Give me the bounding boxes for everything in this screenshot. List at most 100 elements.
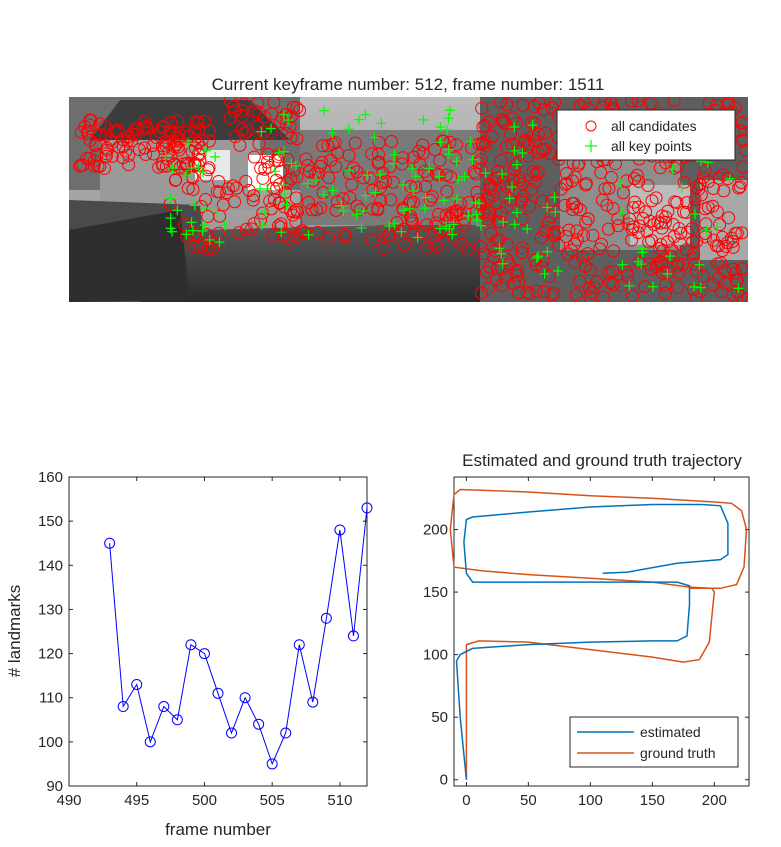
candidate-marker [673, 237, 687, 251]
keypoint-marker [517, 147, 528, 158]
keypoint-marker [186, 217, 197, 228]
candidate-marker [627, 172, 641, 186]
candidate-marker [210, 185, 224, 199]
candidate-marker [671, 257, 685, 271]
keypoint-marker [676, 182, 687, 193]
candidate-marker [365, 147, 379, 161]
candidate-marker [302, 165, 316, 179]
keypoint-marker [160, 150, 171, 161]
candidate-marker [715, 243, 729, 257]
candidate-marker [577, 229, 591, 243]
keypoint-marker [542, 246, 553, 257]
candidate-marker [680, 196, 694, 210]
keypoint-marker [199, 220, 210, 231]
keypoint-marker [181, 170, 192, 181]
candidate-marker [636, 211, 650, 225]
candidate-marker [365, 233, 379, 247]
candidate-marker [515, 241, 529, 255]
keypoint-marker [633, 256, 644, 267]
keypoint-marker [212, 206, 223, 217]
candidate-marker [730, 226, 744, 240]
candidate-marker [290, 170, 304, 184]
candidate-marker [529, 175, 543, 189]
candidate-marker [353, 203, 367, 217]
candidate-marker [152, 160, 166, 174]
y-tick-label: 100 [423, 647, 448, 664]
candidate-marker [180, 156, 194, 170]
candidate-marker [490, 233, 504, 247]
candidate-marker [639, 205, 653, 219]
keypoint-marker [200, 203, 211, 214]
candidate-marker [125, 134, 139, 148]
candidate-marker [342, 149, 356, 163]
landmarks-point [144, 736, 156, 748]
candidate-marker [453, 207, 467, 221]
candidate-marker [376, 225, 390, 239]
candidate-marker [491, 165, 505, 179]
candidate-marker [430, 167, 444, 181]
candidate-marker [630, 168, 644, 182]
landmarks-point [158, 701, 170, 713]
candidate-marker [404, 212, 418, 226]
candidate-marker [258, 110, 272, 124]
candidate-marker [482, 206, 496, 220]
candidate-marker [685, 221, 699, 235]
keypoint-marker [183, 138, 194, 149]
candidate-marker [717, 184, 731, 198]
candidate-marker [261, 147, 275, 161]
candidate-marker [564, 243, 578, 257]
keypoint-marker [509, 145, 520, 156]
y-tick-label: 120 [38, 646, 63, 663]
keypoint-marker [388, 158, 399, 169]
keypoint-markers [160, 105, 744, 294]
candidate-marker [569, 288, 583, 302]
image-legend: all candidates all key points [556, 109, 736, 161]
landmarks-point [239, 692, 251, 704]
keypoint-marker [389, 218, 400, 229]
candidate-marker [491, 261, 505, 275]
candidate-marker [138, 141, 152, 155]
candidate-marker [205, 241, 219, 255]
candidate-marker [412, 144, 426, 158]
keypoint-marker [695, 282, 706, 293]
candidate-marker [628, 195, 642, 209]
keypoint-marker [283, 115, 294, 126]
keypoint-marker [276, 227, 287, 238]
keypoint-marker [197, 166, 208, 177]
candidate-marker [501, 238, 515, 252]
keypoint-marker [257, 220, 268, 231]
candidate-marker [523, 287, 537, 301]
candidate-marker [428, 143, 442, 157]
candidate-marker [545, 194, 559, 208]
landmarks-point [280, 727, 292, 739]
keypoint-marker [404, 203, 415, 214]
candidate-marker [439, 208, 453, 222]
keypoint-marker [410, 171, 421, 182]
candidate-marker [263, 194, 277, 208]
candidate-marker [606, 202, 620, 216]
candidate-marker [161, 152, 175, 166]
candidate-marker [153, 125, 167, 139]
keypoint-marker [189, 200, 200, 211]
x-tick-label: 510 [327, 792, 352, 809]
candidate-marker [239, 174, 253, 188]
candidate-marker [687, 247, 701, 261]
keypoint-marker [266, 123, 277, 134]
candidate-marker [631, 97, 645, 107]
keypoint-marker [496, 248, 507, 259]
keypoint-marker [290, 160, 301, 171]
candidate-marker [228, 130, 242, 144]
candidate-marker [716, 168, 730, 182]
candidate-marker [261, 155, 275, 169]
candidate-marker [93, 159, 107, 173]
ground-truth-trajectory-line [449, 488, 748, 780]
candidate-marker [526, 165, 540, 179]
landmarks-chart: 490 495 500 505 510 90 100 110 120 130 140 150 160 f… [5, 469, 373, 839]
candidate-marker [486, 188, 500, 202]
candidate-marker [692, 182, 706, 196]
candidate-marker [416, 138, 430, 152]
keypoint-marker [531, 252, 542, 263]
candidate-marker [390, 216, 404, 230]
keypoint-marker [420, 192, 431, 203]
candidate-marker [690, 181, 704, 195]
